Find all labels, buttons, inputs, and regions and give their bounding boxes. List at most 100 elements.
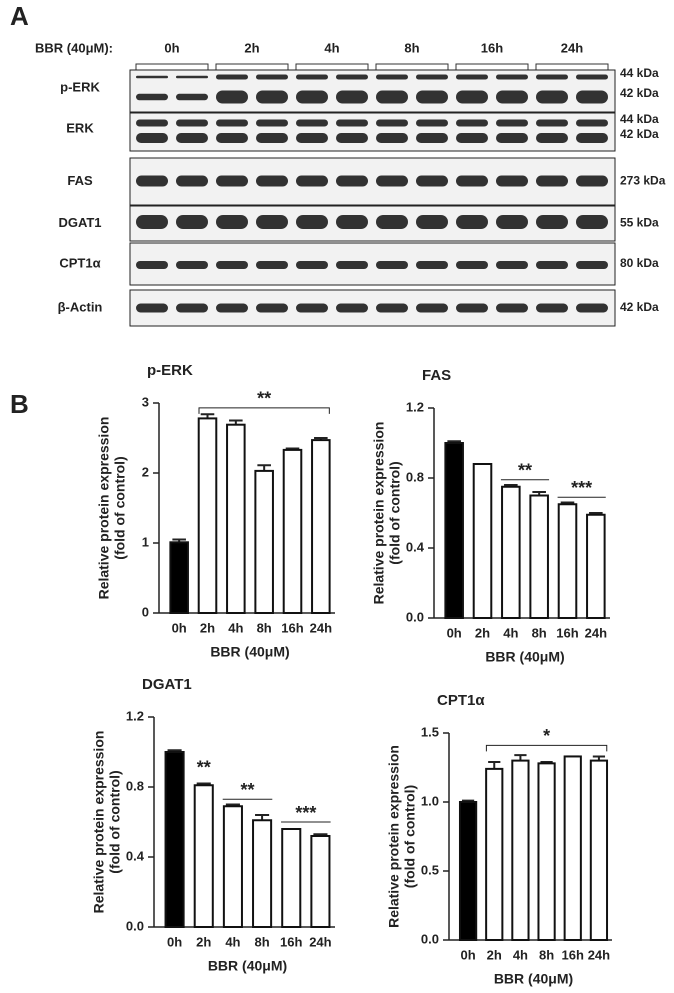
x-tick-label: 8h — [254, 934, 269, 949]
timepoint-label: 24h — [561, 40, 583, 55]
band — [136, 133, 168, 143]
band — [456, 90, 488, 104]
band — [176, 93, 208, 101]
y-tick-label: 0.0 — [406, 609, 424, 624]
band — [216, 74, 248, 80]
band — [336, 119, 368, 127]
band — [536, 175, 568, 187]
y-tick-label: 0.4 — [126, 848, 145, 863]
x-tick-label: 0h — [460, 947, 475, 962]
band — [576, 215, 608, 229]
band — [576, 74, 608, 80]
bar — [501, 485, 521, 619]
band — [496, 175, 528, 187]
band — [416, 215, 448, 229]
x-tick-label: 16h — [562, 947, 584, 962]
band — [176, 175, 208, 187]
x-axis-label: BBR (40μM) — [210, 644, 289, 660]
band — [376, 303, 408, 313]
blot-row-label: DGAT1 — [58, 215, 101, 230]
band — [176, 303, 208, 313]
significance-bracket — [198, 407, 330, 414]
band — [496, 303, 528, 313]
band — [256, 175, 288, 187]
band — [296, 74, 328, 80]
band — [176, 215, 208, 229]
y-tick-label: 3 — [142, 394, 149, 409]
band — [336, 175, 368, 187]
y-tick-label: 0 — [142, 604, 149, 619]
band — [256, 133, 288, 143]
y-tick-label: 0.4 — [406, 539, 425, 554]
y-tick-label: 0.0 — [126, 918, 144, 933]
band — [416, 303, 448, 313]
bar — [529, 494, 549, 619]
x-tick-label: 2h — [487, 947, 502, 962]
blot-frame — [129, 242, 616, 286]
blot-frame — [129, 289, 616, 327]
band — [456, 119, 488, 127]
x-tick-label: 8h — [257, 620, 272, 635]
y-tick-label: 2 — [142, 464, 149, 479]
blot-row-label: CPT1α — [59, 255, 100, 270]
error-bar — [488, 760, 501, 769]
blot-frame — [129, 69, 616, 113]
band — [456, 215, 488, 229]
band — [216, 303, 248, 313]
band — [456, 261, 488, 269]
band — [416, 175, 448, 187]
timepoint-label: 4h — [324, 40, 339, 55]
band — [136, 175, 168, 187]
lane-bracket — [295, 63, 369, 70]
band — [376, 90, 408, 104]
x-axis-label: BBR (40μM) — [494, 971, 573, 987]
bar — [254, 469, 274, 614]
band — [136, 261, 168, 269]
x-tick-label: 4h — [503, 625, 518, 640]
band — [456, 175, 488, 187]
band — [576, 261, 608, 269]
x-tick-label: 24h — [585, 625, 607, 640]
y-tick-label: 0.8 — [126, 778, 144, 793]
band — [336, 215, 368, 229]
band — [296, 90, 328, 104]
x-tick-label: 8h — [539, 947, 554, 962]
timepoint-label: 2h — [244, 40, 259, 55]
band — [536, 261, 568, 269]
band — [576, 90, 608, 104]
band — [256, 215, 288, 229]
timepoint-label: 16h — [481, 40, 503, 55]
x-tick-label: 16h — [556, 625, 578, 640]
x-tick-label: 0h — [167, 934, 182, 949]
band — [536, 74, 568, 80]
significance-label: * — [543, 726, 550, 746]
band — [496, 74, 528, 80]
timepoint-label: 0h — [164, 40, 179, 55]
band — [416, 74, 448, 80]
bar — [537, 762, 556, 941]
blot-row-label: p-ERK — [60, 79, 100, 94]
significance-label: ** — [518, 461, 532, 481]
significance-label: *** — [295, 803, 316, 823]
y-axis-label: Relative protein expression — [371, 422, 387, 605]
band — [216, 119, 248, 127]
band — [136, 93, 168, 101]
band — [416, 90, 448, 104]
kda-label: 44 kDa — [620, 66, 659, 80]
bar — [169, 541, 189, 614]
y-axis-label: (fold of control) — [387, 461, 403, 564]
kda-label: 55 kDa — [620, 216, 659, 230]
band — [176, 261, 208, 269]
band — [416, 133, 448, 143]
bar — [586, 513, 606, 619]
band — [336, 90, 368, 104]
y-axis-label: (fold of control) — [402, 785, 418, 888]
band — [296, 261, 328, 269]
significance-label: ** — [197, 757, 211, 777]
band — [216, 90, 248, 104]
band — [536, 303, 568, 313]
y-axis-label: Relative protein expression — [386, 745, 402, 928]
band — [496, 90, 528, 104]
band — [136, 75, 168, 79]
